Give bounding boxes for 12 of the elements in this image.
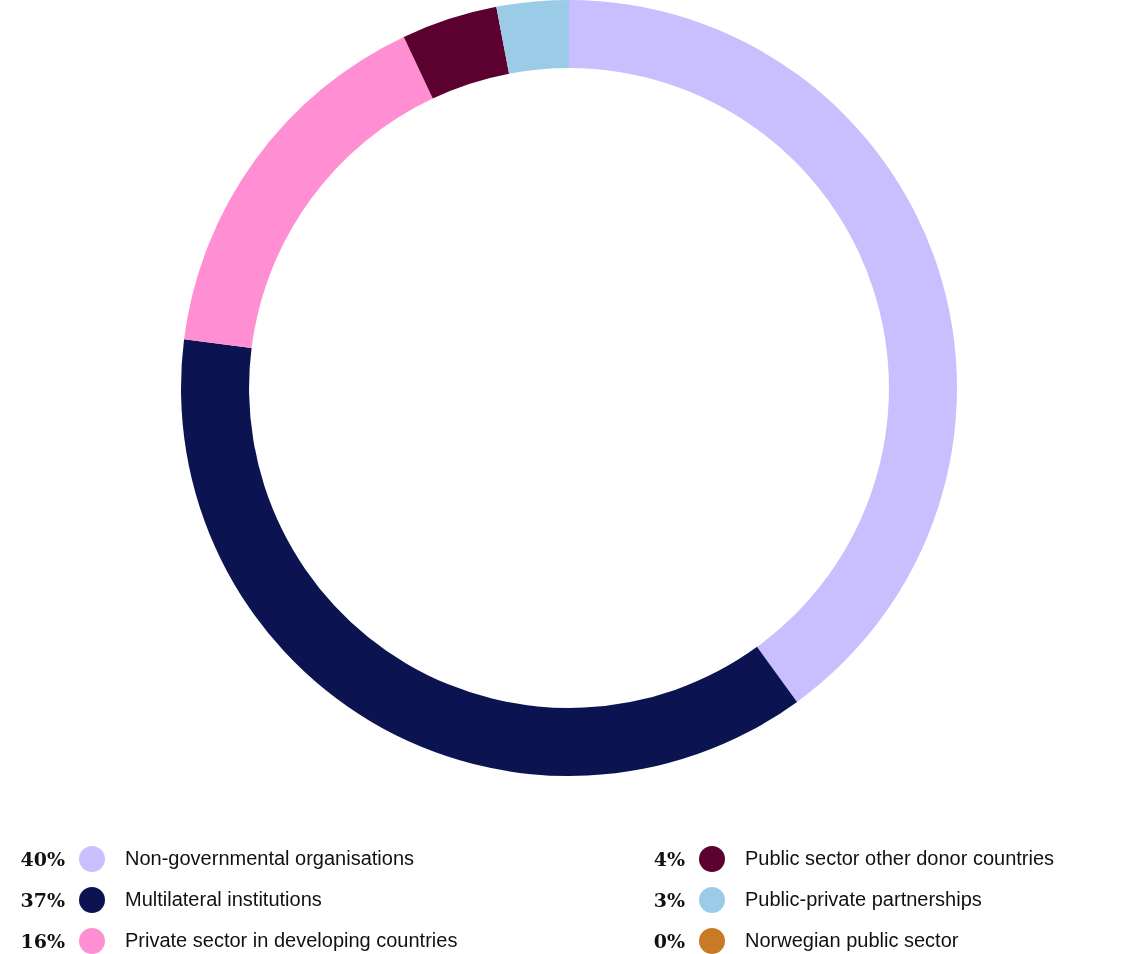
data-label: 3% — [652, 888, 685, 911]
legend-label: Public sector other donor countries — [745, 847, 1055, 870]
legend-label: Non-governmental organisations — [125, 847, 415, 870]
data-label: 37% — [19, 888, 65, 911]
legend-label: Private sector in developing countries — [125, 929, 458, 952]
data-label: 4% — [652, 847, 685, 870]
data-label: 16% — [19, 929, 65, 952]
text: 0% — [653, 929, 685, 952]
data-label: 40% — [19, 847, 65, 870]
legend-label: Multilateral institutions — [125, 888, 322, 911]
legend-label: Public-private partnerships — [745, 888, 982, 911]
legend-label: Norwegian public sector — [745, 929, 959, 952]
